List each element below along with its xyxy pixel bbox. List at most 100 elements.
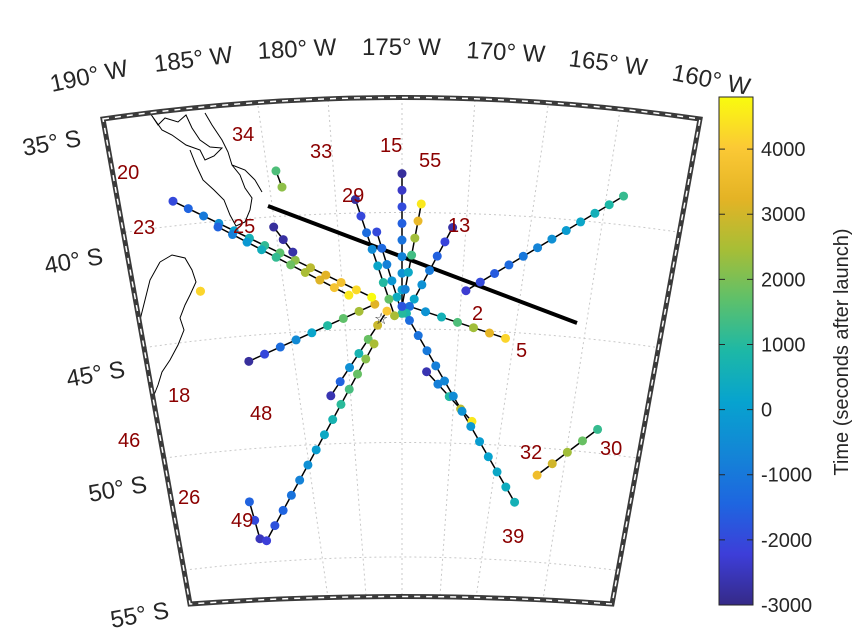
track-33-point [390,311,400,321]
track-label-20: 20 [117,162,139,184]
track-39-point [404,315,414,325]
track-39-point [457,406,467,416]
track-23-point [329,283,339,293]
track-49-point [311,445,321,455]
lat-tick-40s: 40° S [42,243,105,280]
track-2-point [518,251,528,261]
track-55-point [400,284,410,294]
track-30-point [532,470,542,480]
track-15-point [397,235,407,245]
track-48-point [373,320,383,330]
colorbar-tick-label: 0 [761,400,772,422]
track-18-point [244,356,254,366]
track-2-point [590,208,600,218]
track-48-point [335,377,345,387]
track-30-point [562,447,572,457]
track-48-point [382,306,392,316]
track-30-point [547,459,557,469]
track-line-23 [217,226,350,296]
track-49-point [336,399,346,409]
track-39-point [431,361,441,371]
track-29-point [397,308,407,318]
track-label-15: 15 [380,135,402,157]
track-13-point [409,294,419,304]
coastline [134,112,263,401]
track-18-point [291,335,301,345]
track-label-33: 33 [310,141,332,163]
track-32-point [422,367,432,377]
track-49-point [369,339,379,349]
track-39-point [440,376,450,386]
dots-layer [168,166,629,546]
track-13-point [417,280,427,290]
track-label-18: 18 [168,385,190,407]
track-label-25: 25 [233,216,255,238]
track-39-point [475,437,485,447]
track-29-point [377,243,387,253]
track-34-point [277,182,287,192]
track-18-point [307,328,317,338]
colorbar: 4000 3000 2000 1000 0 -1000 -2000 -3000 Time (s… [718,96,853,617]
track-39-point [413,331,423,341]
colorbar-tick-label: -1000 [761,465,812,487]
track-5-point [405,301,415,311]
track-labels: 2 5 13 15 18 20 23 25 26 29 30 32 33 34 … [117,124,622,548]
track-label-39: 39 [502,526,524,548]
track-15-point [397,169,407,179]
track-39-point [422,346,432,356]
track-20-point [336,277,346,287]
track-2-point [533,243,543,253]
track-label-46: 46 [118,430,140,452]
track-20-point [199,211,209,221]
track-label-29: 29 [342,185,364,207]
track-18-point [338,313,348,323]
track-2-point [576,217,586,227]
track-39-point [510,497,520,507]
track-2-point [619,191,629,201]
track-39-point [448,391,458,401]
track-48-point [326,391,336,401]
trajectory-line [267,204,578,325]
colorbar-label: Time (seconds after launch) [831,228,853,475]
lon-tick-labels: 190° W 185° W 180° W 175° W 170° W 165° … [48,34,753,101]
track-49-point [353,369,363,379]
track-15-point [397,202,407,212]
track-23-point [286,260,296,270]
track-23-point [271,252,281,262]
lat-tick-50s: 50° S [86,471,149,508]
track-49-point [328,415,338,425]
track-55-point [413,216,423,226]
graticule [119,98,686,601]
track-2-point [475,277,485,287]
launch-site-star-icon: ☆ [374,309,388,328]
track-33-point [362,228,372,238]
track-48-point [345,363,355,373]
lat-tick-35s: 35° S [20,125,83,162]
track-55-point [407,250,417,260]
track-label-5: 5 [516,340,527,362]
track-2-point [604,200,614,210]
lat-tick-55s: 55° S [108,597,171,634]
track-2-point [547,234,557,244]
lon-tick-180w: 180° W [257,34,338,65]
track-23-point [315,275,325,285]
track-25-point [288,247,298,257]
track-18-point [370,299,380,309]
track-25-point [269,222,279,232]
track-18-point [260,349,270,359]
track-label-2: 2 [472,303,483,325]
track-26-point [250,515,260,525]
track-33-point [384,294,394,304]
track-29-point [382,260,392,270]
colorbar-tick-label: 4000 [761,139,806,161]
track-label-30: 30 [600,438,622,460]
track-23-point [228,230,238,240]
track-49-point [344,384,354,394]
track-30-point [593,424,603,434]
track-55-point [410,233,420,243]
track-5-point [421,307,431,317]
track-39-point [501,482,511,492]
lon-tick-185w: 185° W [152,41,234,77]
track-label-13: 13 [448,215,470,237]
